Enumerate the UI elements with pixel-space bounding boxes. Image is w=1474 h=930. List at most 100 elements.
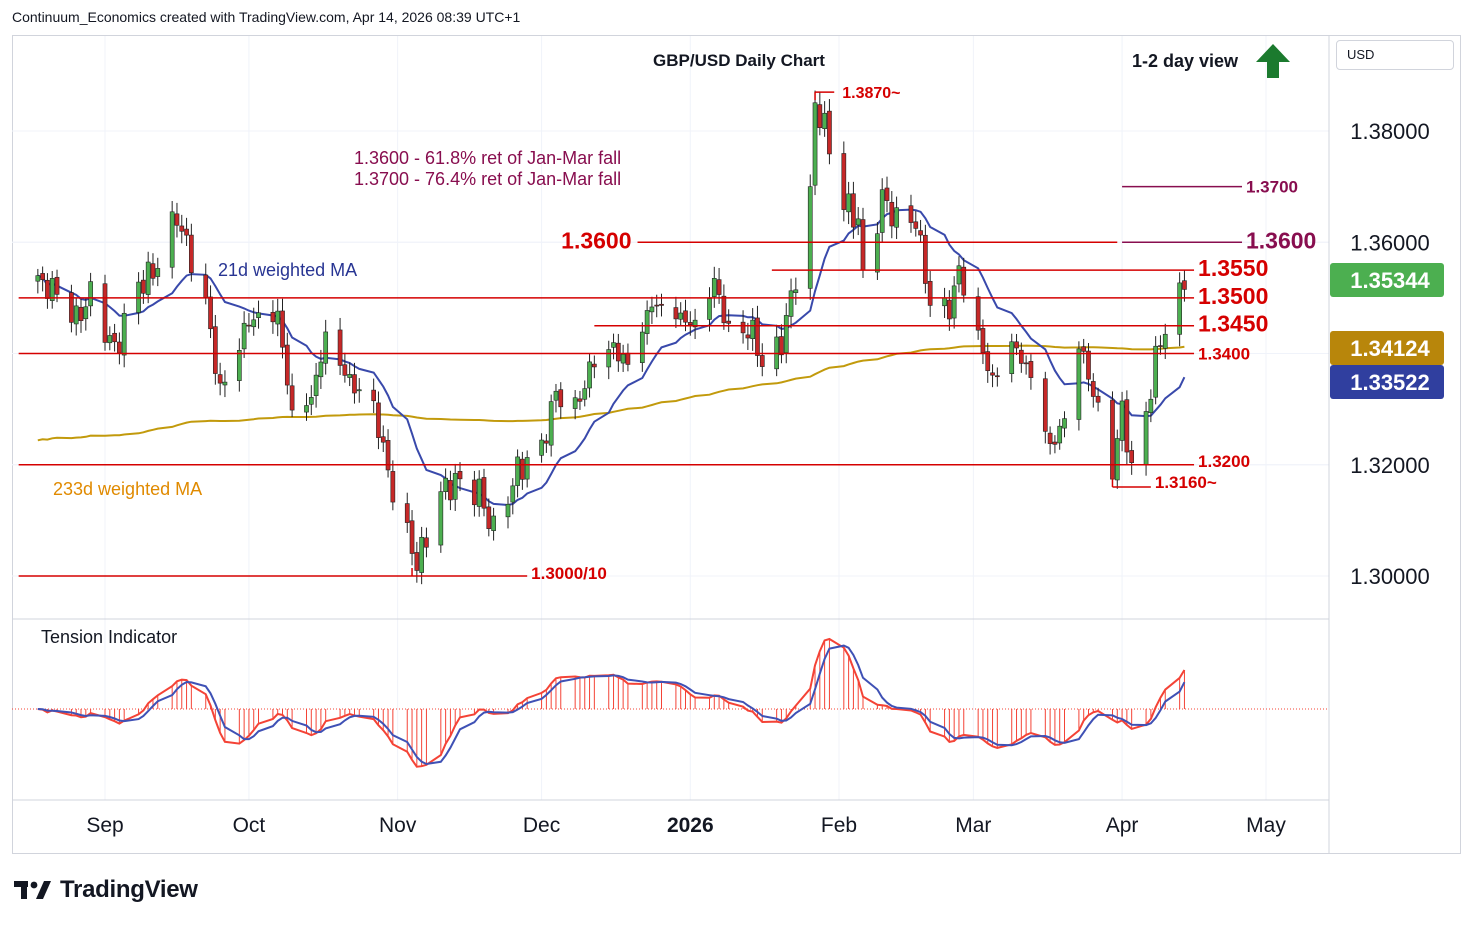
candle-body xyxy=(49,278,55,301)
candle-body xyxy=(189,234,194,274)
candle xyxy=(472,470,477,517)
candle xyxy=(908,194,914,233)
level-label: 1.3700 xyxy=(1246,178,1298,197)
levels: 1.3870~1.37001.36001.36001.35501.35001.3… xyxy=(18,85,1316,583)
candle xyxy=(409,510,415,566)
price-tick-label: 1.38000 xyxy=(1350,119,1430,144)
level-label: 1.3200 xyxy=(1198,452,1250,471)
candle-body xyxy=(1047,432,1053,444)
candle xyxy=(1018,342,1024,373)
candle xyxy=(678,302,684,327)
candle xyxy=(117,332,122,365)
candle xyxy=(481,468,487,517)
candle-body xyxy=(275,310,281,325)
grid xyxy=(12,36,1329,800)
candle-body xyxy=(947,299,952,320)
candle-body xyxy=(1124,399,1130,453)
candle xyxy=(649,296,655,324)
candle-body xyxy=(606,349,612,368)
candle-body xyxy=(793,289,799,293)
candle xyxy=(1114,429,1120,489)
candle xyxy=(318,349,324,389)
candle-body xyxy=(822,112,827,129)
candle xyxy=(620,344,626,372)
candle xyxy=(1148,389,1154,423)
candle xyxy=(1076,341,1082,431)
candle-body xyxy=(1062,418,1067,429)
candle xyxy=(256,300,261,329)
candle-body xyxy=(711,278,717,297)
candle xyxy=(1014,333,1019,356)
tradingview-brand[interactable]: TradingView xyxy=(14,876,198,904)
time-tick-label: Oct xyxy=(233,814,266,837)
candle-body xyxy=(280,310,285,348)
candle xyxy=(827,99,832,165)
price-tag: 1.34124 xyxy=(1330,331,1444,365)
candle xyxy=(927,271,933,317)
candle xyxy=(846,181,851,225)
candle xyxy=(184,217,189,246)
candle xyxy=(779,324,784,364)
candle xyxy=(1182,269,1187,302)
candle xyxy=(515,449,520,498)
candle-body xyxy=(827,110,832,155)
candle xyxy=(337,317,343,376)
candle xyxy=(448,470,453,511)
candle-body xyxy=(592,363,597,368)
candle xyxy=(750,308,756,351)
candle xyxy=(894,196,899,240)
price-tick-label: 1.30000 xyxy=(1350,564,1430,589)
candle xyxy=(424,527,429,558)
candle xyxy=(985,342,991,383)
candle-body xyxy=(313,374,319,396)
candle-body xyxy=(145,261,151,295)
candle-body xyxy=(889,201,895,227)
candle xyxy=(759,343,765,377)
candle-body xyxy=(1114,438,1120,481)
candle-body xyxy=(1042,378,1048,432)
candle-body xyxy=(117,341,122,354)
candle-body xyxy=(289,385,295,411)
candle-body xyxy=(884,187,890,201)
candle-body xyxy=(1057,425,1063,444)
level-label: 1.3870~ xyxy=(842,85,900,102)
candle xyxy=(644,300,650,345)
candle-body xyxy=(236,350,242,381)
candle-body xyxy=(985,351,991,372)
candle-body xyxy=(1081,346,1087,352)
candle-body xyxy=(481,477,487,509)
candle xyxy=(308,385,314,416)
level-label: 1.3600 xyxy=(561,227,631,253)
candle xyxy=(711,266,717,308)
candle-body xyxy=(1158,345,1163,347)
candle-body xyxy=(424,537,429,548)
ma-21d-label: 21d weighted MA xyxy=(218,260,357,280)
candle-body xyxy=(169,211,175,268)
candle-body xyxy=(548,401,554,446)
level-label: 1.3000/10 xyxy=(531,564,607,583)
candle xyxy=(611,333,616,360)
candle xyxy=(189,223,194,282)
candle xyxy=(155,257,161,287)
candle xyxy=(145,251,151,304)
candle-body xyxy=(510,485,516,503)
candle xyxy=(740,310,746,344)
candle xyxy=(1052,435,1058,454)
candle xyxy=(323,319,329,375)
candle-body xyxy=(352,374,357,394)
candle xyxy=(639,322,645,372)
candle-body xyxy=(611,342,616,348)
candle-body xyxy=(980,328,986,353)
candle-body xyxy=(927,281,933,306)
candle xyxy=(980,319,986,365)
candle xyxy=(236,338,242,392)
candle xyxy=(975,287,981,340)
price-tag-label: 1.33522 xyxy=(1350,370,1430,395)
currency-button[interactable]: USD xyxy=(1336,40,1454,70)
candle-body xyxy=(726,320,732,324)
candle-body xyxy=(750,319,756,339)
candle-body xyxy=(961,266,967,296)
candle xyxy=(73,297,79,336)
candle-body xyxy=(707,298,712,320)
